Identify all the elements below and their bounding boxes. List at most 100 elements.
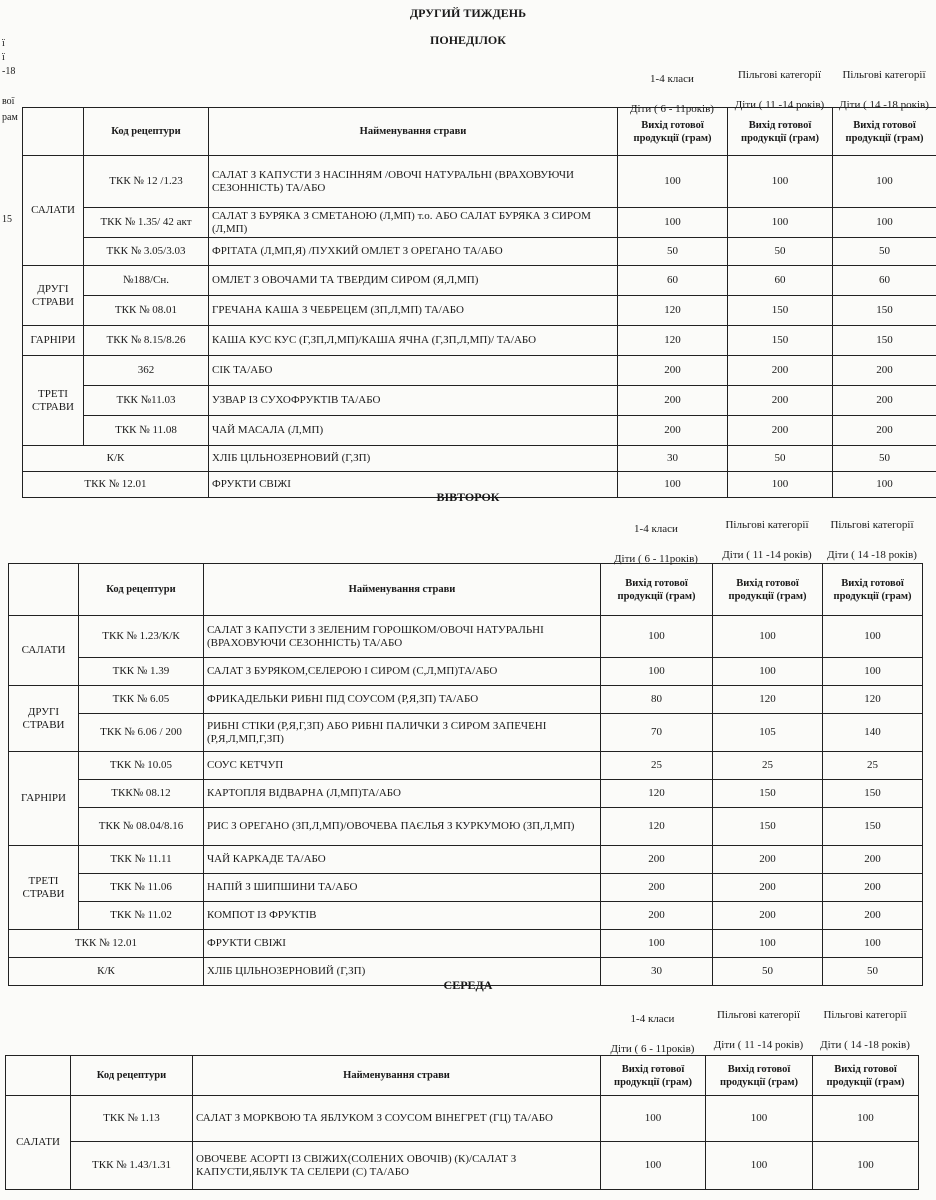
output-grams: 200 bbox=[600, 845, 713, 874]
dish-name-header: Найменування страви bbox=[203, 563, 601, 616]
recipe-code: ТКК № 1.39 bbox=[78, 657, 204, 686]
dish-name: СІК ТА/АБО bbox=[208, 355, 618, 386]
output-grams: 100 bbox=[727, 155, 833, 208]
day-title: СЕРЕДА bbox=[443, 978, 493, 992]
output-grams: 100 bbox=[600, 1141, 706, 1190]
output-grams: 50 bbox=[832, 237, 936, 266]
category-cell: САЛАТИ bbox=[8, 615, 79, 686]
age-group-title: Пільгові категорії bbox=[823, 1009, 907, 1021]
output-grams: 100 bbox=[832, 207, 936, 238]
dish-name: ФРУКТИ СВІЖІ bbox=[208, 471, 618, 498]
dish-name: ОМЛЕТ З ОВОЧАМИ ТА ТВЕРДИМ СИРОМ (Я,Л,МП… bbox=[208, 265, 618, 296]
output-grams: 200 bbox=[727, 415, 833, 446]
output-grams: 30 bbox=[617, 445, 728, 472]
recipe-code: ТКК № 1.23/К/К bbox=[78, 615, 204, 658]
output-grams: 105 bbox=[712, 713, 823, 752]
margin-fragment: рам bbox=[2, 112, 18, 123]
output-grams: 120 bbox=[822, 685, 923, 714]
age-group-title: Пільгові категорії bbox=[737, 69, 822, 81]
category-header bbox=[22, 107, 84, 156]
output-grams: 100 bbox=[600, 929, 713, 958]
output-grams: 100 bbox=[705, 1141, 813, 1190]
age-group-header: 1-4 класи Діти ( 6 - 11років) bbox=[600, 1008, 705, 1057]
output-grams: 100 bbox=[600, 1095, 706, 1142]
margin-fragment: -18 bbox=[2, 66, 16, 77]
output-grams: 200 bbox=[600, 901, 713, 930]
output-grams: 120 bbox=[617, 325, 728, 356]
output-grams: 150 bbox=[832, 295, 936, 326]
dish-name: КАРТОПЛЯ ВІДВАРНА (Л,МП)ТА/АБО bbox=[203, 779, 601, 808]
dish-name: ЧАЙ МАСАЛА (Л,МП) bbox=[208, 415, 618, 446]
dish-name: ФРУКТИ СВІЖІ bbox=[203, 929, 601, 958]
code-header: Код рецептури bbox=[70, 1055, 193, 1096]
age-group-title: 1-4 класи bbox=[634, 523, 678, 535]
dish-name: ОВОЧЕВЕ АСОРТІ ІЗ СВІЖИХ(СОЛЕНИХ ОВОЧІВ)… bbox=[192, 1141, 601, 1190]
output-grams: 200 bbox=[712, 901, 823, 930]
output-grams: 100 bbox=[712, 657, 823, 686]
category-header bbox=[5, 1055, 71, 1096]
dish-name: СОУС КЕТЧУП bbox=[203, 751, 601, 780]
category-cell: ТРЕТІ СТРАВИ bbox=[22, 355, 84, 446]
output-header: Вихід готової продукції (грам) bbox=[822, 563, 923, 616]
age-group-title: Пільгові категорії bbox=[830, 519, 914, 531]
age-group-title: 1-4 класи bbox=[650, 73, 694, 85]
output-grams: 100 bbox=[705, 1095, 813, 1142]
output-grams: 120 bbox=[712, 685, 823, 714]
recipe-code: ТКК № 12 /1.23 bbox=[83, 155, 209, 208]
header-row: Код рецептури Найменування страви Вихід го… bbox=[5, 1055, 919, 1096]
recipe-code: ТКК № 12.01 bbox=[22, 471, 209, 498]
table-row: ТКК № 11.02 КОМПОТ ІЗ ФРУКТІВ 200 200 200 bbox=[9, 901, 923, 930]
category-header bbox=[8, 563, 79, 616]
dish-name: ХЛІБ ЦІЛЬНОЗЕРНОВИЙ (Г,ЗП) bbox=[208, 445, 618, 472]
table-row: ТКК № 11.08 ЧАЙ МАСАЛА (Л,МП) 200 200 200 bbox=[23, 415, 936, 446]
output-grams: 50 bbox=[712, 957, 823, 986]
output-header: Вихід готової продукції (грам) bbox=[727, 107, 833, 156]
output-grams: 100 bbox=[812, 1095, 919, 1142]
output-grams: 100 bbox=[832, 155, 936, 208]
output-grams: 150 bbox=[822, 807, 923, 846]
output-grams: 200 bbox=[822, 845, 923, 874]
output-grams: 50 bbox=[727, 237, 833, 266]
day-title: ПОНЕДІЛОК bbox=[430, 33, 506, 47]
table-row: ГАРНІРИ ТКК № 8.15/8.26 КАША КУС КУС (Г,ЗП… bbox=[22, 325, 936, 356]
margin-fragment: 15 bbox=[2, 214, 12, 225]
dish-name: ЧАЙ КАРКАДЕ ТА/АБО bbox=[203, 845, 601, 874]
menu-table: Код рецептури Найменування страви Вихід го… bbox=[22, 107, 936, 498]
dish-name: РИБНІ СТІКИ (Р,Я,Г,ЗП) АБО РИБНІ ПАЛИЧКИ… bbox=[203, 713, 601, 752]
category-cell: ДРУГІ СТРАВИ bbox=[22, 265, 84, 326]
dish-name: КОМПОТ ІЗ ФРУКТІВ bbox=[203, 901, 601, 930]
menu-table: Код рецептури Найменування страви Вихід го… bbox=[5, 1055, 919, 1190]
output-grams: 200 bbox=[600, 873, 713, 902]
output-grams: 150 bbox=[727, 295, 833, 326]
dish-name: УЗВАР ІЗ СУХОФРУКТІВ ТА/АБО bbox=[208, 385, 618, 416]
recipe-code: ТКК № 8.15/8.26 bbox=[83, 325, 209, 356]
table-row: САЛАТИ ТКК № 12 /1.23 САЛАТ З КАПУСТИ З НА… bbox=[22, 155, 936, 266]
menu-table: Код рецептури Найменування страви Вихід го… bbox=[8, 563, 923, 986]
output-grams: 200 bbox=[617, 385, 728, 416]
table-row: ДРУГІ СТРАВИ ТКК № 6.05 ФРИКАДЕЛЬКИ РИБНІ … bbox=[8, 685, 923, 752]
output-grams: 100 bbox=[812, 1141, 919, 1190]
dish-name: ФРИКАДЕЛЬКИ РИБНІ ПІД СОУСОМ (Р,Я,ЗП) ТА… bbox=[203, 685, 601, 714]
output-header: Вихід готової продукції (грам) bbox=[617, 107, 728, 156]
category-cell: САЛАТИ bbox=[22, 155, 84, 266]
age-group-header: 1-4 класи Діти ( 6 - 11років) bbox=[600, 518, 712, 567]
age-group-range: Діти ( 6 - 11років) bbox=[614, 553, 698, 565]
dish-name: КАША КУС КУС (Г,ЗП,Л,МП)/КАША ЯЧНА (Г,ЗП… bbox=[208, 325, 618, 356]
header-row: Код рецептури Найменування страви Вихід го… bbox=[8, 563, 923, 616]
output-grams: 50 bbox=[617, 237, 728, 266]
output-grams: 25 bbox=[712, 751, 823, 780]
output-grams: 100 bbox=[617, 155, 728, 208]
output-grams: 100 bbox=[822, 615, 923, 658]
age-group-title: 1-4 класи bbox=[630, 1013, 675, 1025]
output-grams: 140 bbox=[822, 713, 923, 752]
output-grams: 120 bbox=[600, 807, 713, 846]
output-grams: 200 bbox=[822, 901, 923, 930]
output-grams: 120 bbox=[600, 779, 713, 808]
table-row: ТРЕТІ СТРАВИ ТКК № 11.11 ЧАЙ КАРКАДЕ ТА/АБ… bbox=[8, 845, 923, 930]
table-row: К/К ХЛІБ ЦІЛЬНОЗЕРНОВИЙ (Г,ЗП) 30 50 50 bbox=[8, 957, 923, 986]
table-row: ТКК № 1.35/ 42 акт САЛАТ З БУРЯКА З СМЕТА… bbox=[23, 207, 936, 238]
age-group-title: Пільгові категорії bbox=[725, 519, 809, 531]
age-group-range: Діти ( 11 -14 років) bbox=[722, 549, 812, 561]
output-grams: 50 bbox=[832, 445, 936, 472]
table-row: ТКК №11.03 УЗВАР ІЗ СУХОФРУКТІВ ТА/АБО 200… bbox=[23, 385, 936, 416]
